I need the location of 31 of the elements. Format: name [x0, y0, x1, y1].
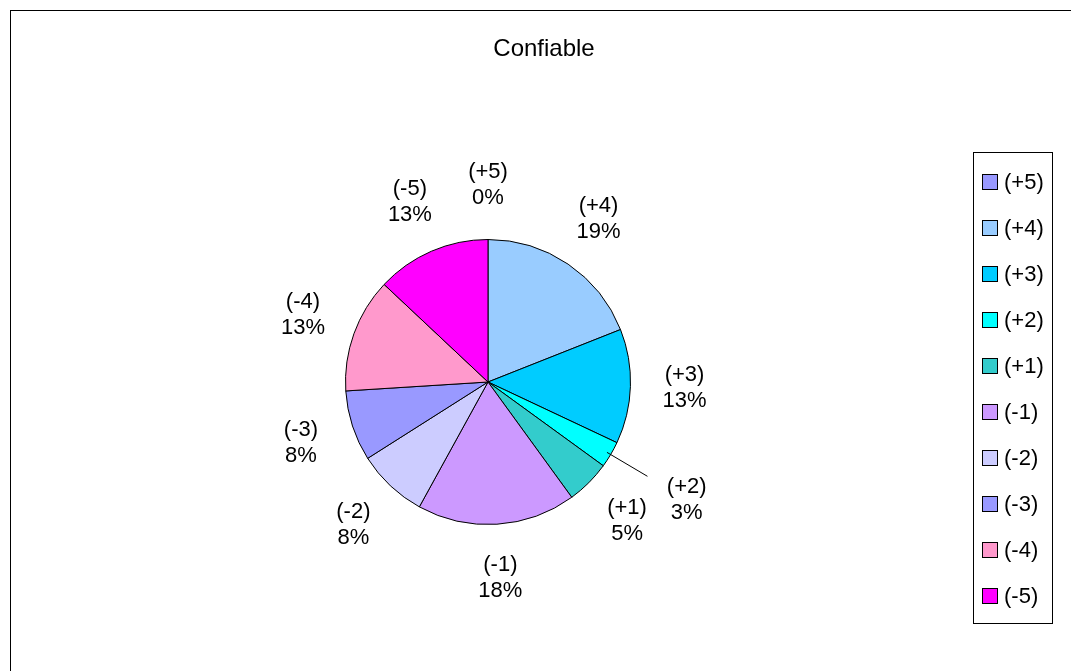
data-label: 13%	[387, 200, 432, 226]
chart-title: Confiable	[492, 34, 596, 62]
legend-label: (+2)	[1004, 307, 1044, 333]
legend-label: (+4)	[1004, 215, 1044, 241]
legend-label: (+1)	[1004, 353, 1044, 379]
slice-label: (+3)	[664, 361, 705, 387]
text: 0%	[472, 184, 504, 210]
slice-label: (+2)	[666, 472, 707, 498]
data-label: 13%	[280, 314, 325, 340]
data-label: 3%	[670, 498, 703, 524]
legend-label: (+5)	[1004, 169, 1044, 195]
legend-label: (-5)	[1004, 583, 1039, 609]
slice-label: (-1)	[483, 551, 518, 577]
data-label: 5%	[611, 520, 643, 546]
data-label: 13%	[662, 387, 707, 413]
legend-label: (-4)	[1004, 537, 1039, 563]
legend-label: (+3)	[1004, 261, 1044, 287]
slice-label: (-5)	[392, 174, 428, 200]
data-label: 19%	[576, 218, 621, 244]
category-label: (+5)	[468, 158, 508, 184]
data-label: 18%	[478, 577, 523, 603]
slice-label: (-2)	[336, 498, 371, 524]
slice-label: (+1)	[607, 494, 647, 520]
slice-label: (-4)	[285, 288, 321, 314]
data-label: 8%	[285, 441, 317, 467]
slice-label: (+4)	[578, 192, 619, 218]
slice-label: (-3)	[283, 415, 319, 441]
legend-label: (-1)	[1004, 399, 1039, 425]
legend-label: (-2)	[1004, 445, 1039, 471]
data-label: 8%	[337, 524, 370, 550]
legend-label: (-3)	[1004, 491, 1039, 517]
